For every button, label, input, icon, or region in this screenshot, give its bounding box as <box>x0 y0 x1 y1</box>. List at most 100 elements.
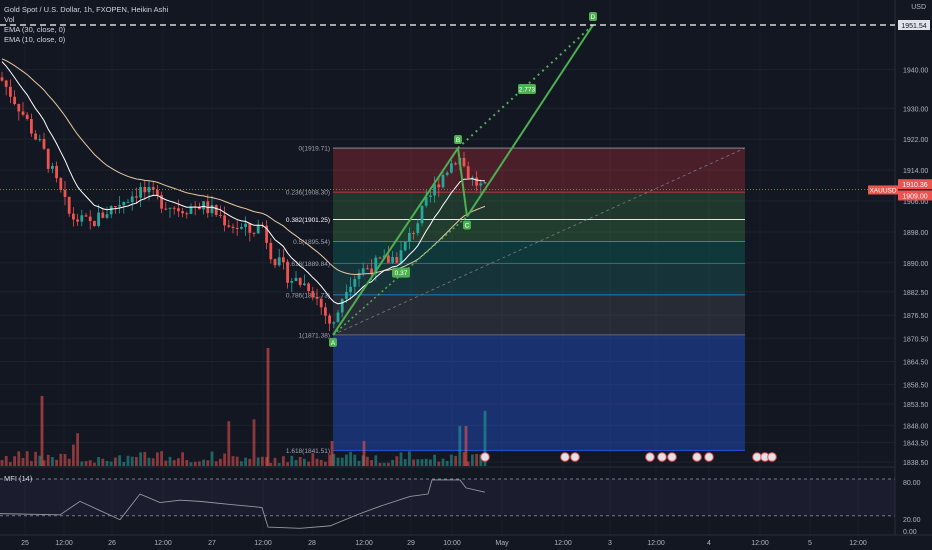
volume-bar <box>93 462 96 466</box>
candle-body <box>298 277 302 286</box>
candle-body <box>177 208 180 212</box>
event-flag-icon <box>667 452 677 462</box>
candle-body <box>42 139 46 149</box>
volume-bar <box>244 457 247 466</box>
candle-body <box>273 259 277 266</box>
volume-bar <box>450 454 453 466</box>
candle-body <box>269 242 273 260</box>
candle-body <box>248 223 252 233</box>
volume-bar <box>97 457 100 466</box>
candle-body <box>378 257 382 259</box>
candle-body <box>80 215 84 222</box>
candle-body <box>475 177 478 186</box>
candle-body <box>479 183 483 186</box>
ema10-legend[interactable]: EMA (10, close, 0) <box>4 35 66 44</box>
chart-legend: Gold Spot / U.S. Dollar, 1h, FXOPEN, Hei… <box>4 5 168 45</box>
time-tick: 12:00 <box>55 540 73 547</box>
volume-bar <box>429 459 432 466</box>
event-flag-icon <box>692 452 702 462</box>
candle-body <box>429 195 432 198</box>
price-tick: 1940.00 <box>903 68 928 75</box>
volume-bar <box>466 461 470 466</box>
candle-body <box>126 202 130 204</box>
volume-bar <box>206 460 210 466</box>
ema10-line <box>1 61 486 305</box>
candle-body <box>252 232 256 234</box>
price-tick: 1864.50 <box>903 359 928 366</box>
volume-legend[interactable]: Vol <box>4 15 15 24</box>
candle-body <box>462 157 466 167</box>
volume-bar <box>4 455 8 466</box>
candle-body <box>433 184 436 196</box>
volume-bar <box>223 453 226 466</box>
ratio-label: 2.773 <box>519 86 536 93</box>
candle-body <box>189 206 193 214</box>
volume-bar <box>235 456 239 466</box>
candle-body <box>445 172 449 175</box>
candle-body <box>277 257 281 266</box>
volume-bar <box>202 459 205 466</box>
candle-body <box>303 283 306 286</box>
volume-bar <box>286 462 289 466</box>
volume-bar <box>441 458 445 466</box>
point-badge-a <box>329 337 337 347</box>
abcd-pattern[interactable]: A B C D 0.37 2.773 <box>329 12 597 347</box>
candle-body <box>88 216 92 222</box>
symbol-title[interactable]: Gold Spot / U.S. Dollar, 1h, FXOPEN, Hei… <box>4 5 169 14</box>
time-tick: 4 <box>707 540 711 547</box>
volume-bar <box>156 452 159 466</box>
candle-body <box>366 268 369 270</box>
volume-bar <box>13 456 16 466</box>
price-tick: 1914.00 <box>903 168 928 175</box>
volume-bar <box>340 457 344 466</box>
candle-body <box>256 224 260 234</box>
candle-body <box>122 202 126 206</box>
volume-bar <box>34 451 37 466</box>
target-price-box <box>898 20 930 30</box>
point-label-d: D <box>591 14 596 21</box>
point-badge-c <box>463 220 471 230</box>
price-axis-bg <box>895 0 932 550</box>
volume-bar <box>135 457 138 466</box>
volume-bar <box>219 458 222 466</box>
volume-bar <box>63 454 67 466</box>
volume-bar <box>227 421 231 466</box>
candle-body <box>227 225 231 227</box>
candle-body <box>370 268 373 274</box>
candle-body <box>286 262 289 283</box>
candle-body <box>328 315 331 324</box>
mfi-tick: 20.00 <box>903 517 921 524</box>
candle-body <box>391 257 394 263</box>
candle-body <box>441 174 445 188</box>
candle-body <box>114 206 117 208</box>
symbol-tag: XAUUSD <box>869 187 896 194</box>
event-markers[interactable] <box>480 452 777 462</box>
candle-body <box>450 163 453 173</box>
ema30-legend[interactable]: EMA (30, close, 0) <box>4 25 66 34</box>
volume-bar <box>25 451 29 466</box>
event-flag-icon <box>704 452 714 462</box>
grid-lines <box>0 69 895 463</box>
candle-body <box>357 272 361 280</box>
price-tick: 1906.00 <box>903 199 928 206</box>
candle-body <box>210 205 214 214</box>
mfi-legend[interactable]: MFI (14) <box>4 474 33 483</box>
candle-body <box>181 211 184 214</box>
fib-level-label: 1(1871.38) <box>299 332 330 339</box>
volume-bar <box>67 458 71 466</box>
price-label-2: 1909.00 <box>902 193 927 200</box>
candle-body <box>336 312 340 323</box>
time-tick: 25 <box>21 540 29 547</box>
volume-bar <box>185 459 189 466</box>
candle-body <box>51 165 54 169</box>
candle-body <box>214 205 218 215</box>
candle-body <box>105 214 109 218</box>
candle-body <box>412 233 415 235</box>
volume-bar <box>30 461 33 466</box>
candle-body <box>9 86 12 97</box>
volume-bar <box>357 460 361 466</box>
volume-bar <box>395 456 399 466</box>
candle-body <box>454 163 457 165</box>
fib-retracement[interactable]: 0(1919.71) 0.236(1908.30) 0.382(1901.25) 0.… <box>286 146 746 455</box>
